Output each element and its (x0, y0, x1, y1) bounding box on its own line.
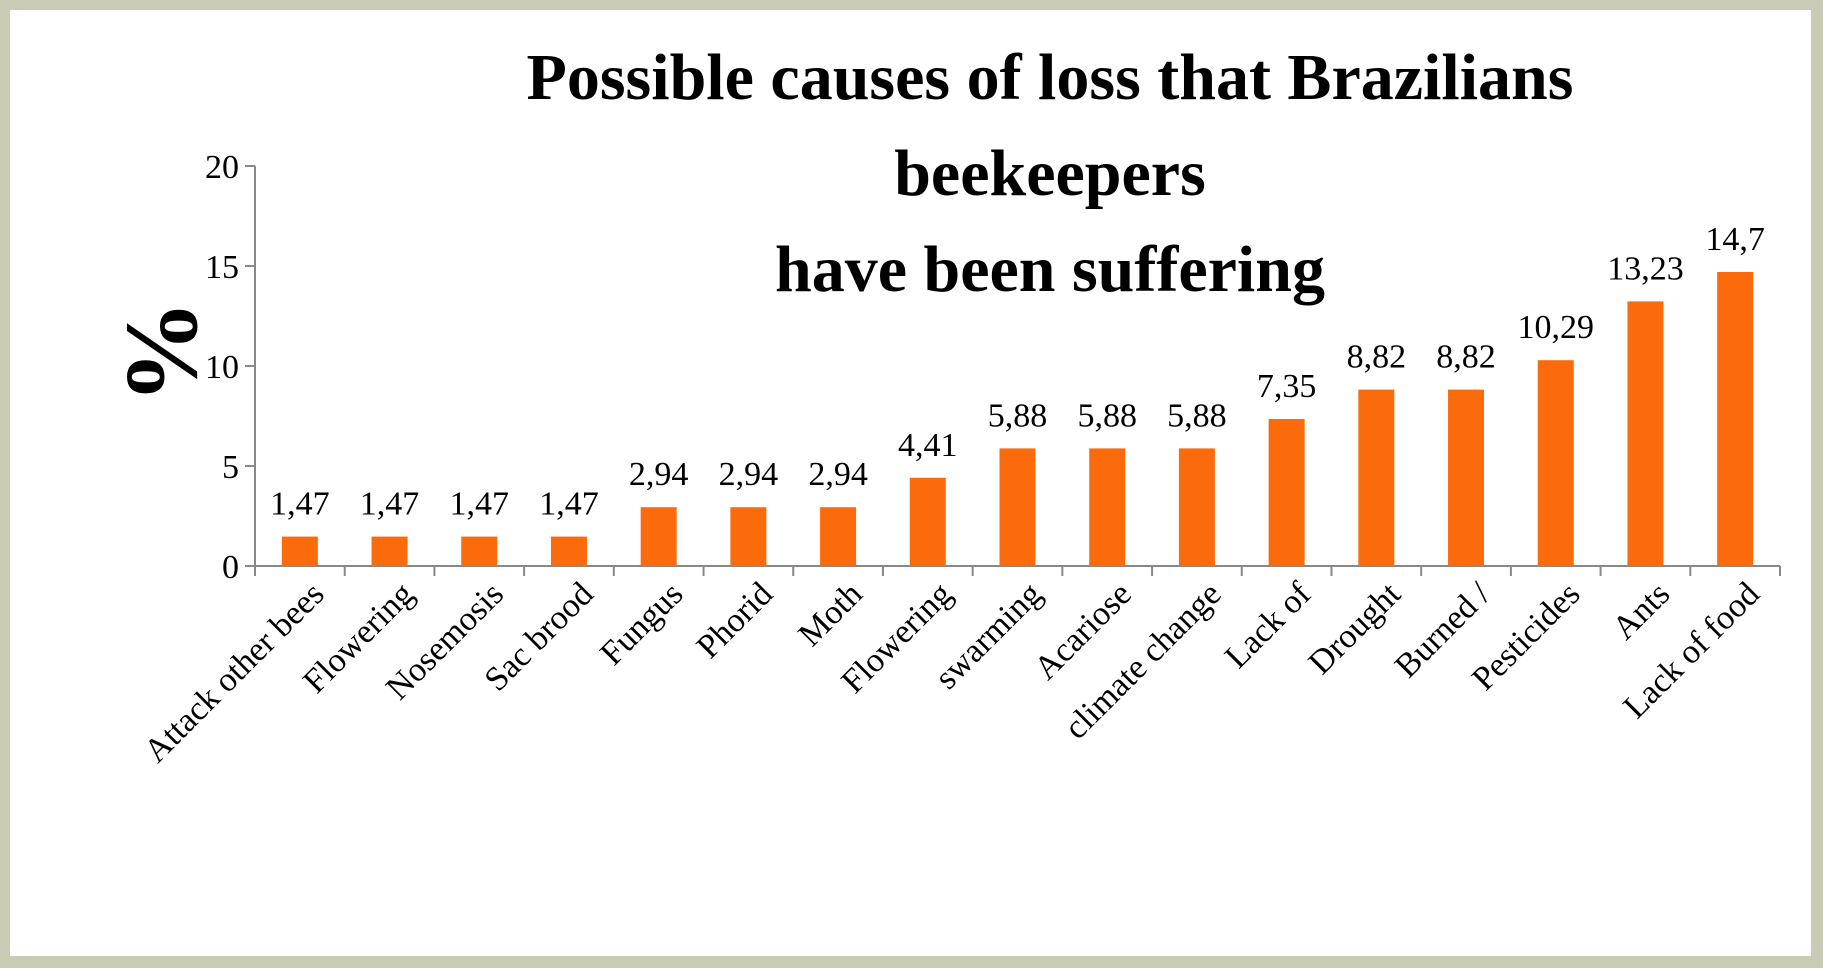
category-label: climate change (1058, 575, 1229, 746)
bar (909, 477, 946, 566)
data-label: 1,47 (450, 486, 510, 523)
chart-title: Possible causes of loss that Brazilians … (310, 30, 1790, 318)
data-label: 5,88 (1167, 397, 1227, 434)
data-label: 2,94 (719, 456, 779, 493)
data-label: 5,88 (988, 397, 1048, 434)
bar (640, 507, 677, 566)
bar (1268, 419, 1305, 566)
data-label: 1,47 (539, 486, 599, 523)
bar (1358, 389, 1395, 566)
data-label: 14,7 (1705, 221, 1765, 258)
data-label: 1,47 (360, 486, 420, 523)
bar (461, 536, 498, 566)
y-tick-label: 5 (222, 449, 239, 486)
bar (820, 507, 857, 566)
data-label: 13,23 (1607, 250, 1684, 287)
y-tick-label: 10 (205, 349, 239, 386)
category-label: Lack of (1218, 575, 1319, 676)
data-label: 2,94 (808, 456, 868, 493)
slide-frame: Possible causes of loss that Brazilians … (10, 10, 1811, 956)
y-tick-label: 0 (222, 549, 239, 586)
data-label: 1,47 (270, 486, 330, 523)
bar (1537, 360, 1574, 566)
data-label: 8,82 (1436, 339, 1496, 376)
bar (1717, 272, 1754, 566)
data-label: 2,94 (629, 456, 689, 493)
data-label: 5,88 (1077, 397, 1137, 434)
data-label: 4,41 (898, 427, 958, 464)
category-label: Drought (1302, 575, 1409, 682)
y-tick-label: 20 (205, 149, 239, 186)
data-label: 7,35 (1257, 368, 1317, 405)
y-tick-label: 15 (205, 249, 239, 286)
bar (730, 507, 767, 566)
data-label: 10,29 (1517, 309, 1594, 346)
category-label: Ants (1606, 575, 1678, 647)
chart-title-line-1: Possible causes of loss that Brazilians (526, 41, 1574, 114)
bar (1178, 448, 1215, 566)
category-label: Fungus (593, 575, 690, 672)
category-label: Moth (791, 575, 869, 653)
data-label: 8,82 (1347, 339, 1407, 376)
bar (550, 536, 587, 566)
bar (1089, 448, 1126, 566)
bar (281, 536, 318, 566)
bar (999, 448, 1036, 566)
bar (1627, 301, 1664, 566)
bar (1448, 389, 1485, 566)
chart-title-line-3: have been suffering (775, 233, 1325, 306)
category-label: Phorid (690, 575, 780, 665)
chart-title-line-2: beekeepers (894, 137, 1206, 210)
bar (371, 536, 408, 566)
